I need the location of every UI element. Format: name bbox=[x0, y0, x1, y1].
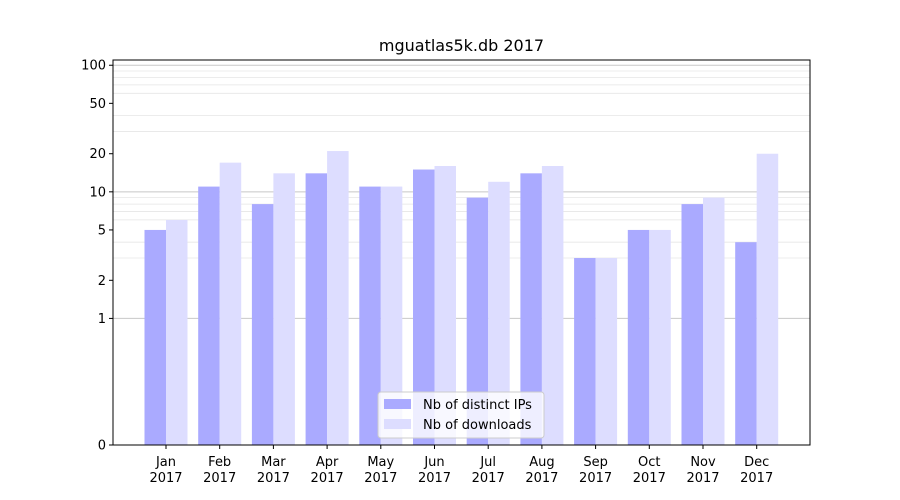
y-tick-label: 50 bbox=[89, 97, 106, 112]
bars bbox=[144, 151, 779, 446]
bar-distinct-ips-apr bbox=[305, 173, 328, 445]
bar-downloads-oct bbox=[649, 229, 671, 445]
y-tick-label: 1 bbox=[98, 312, 106, 327]
legend-box bbox=[377, 391, 545, 439]
x-tick-label: May 2017 bbox=[364, 455, 397, 486]
legend: Nb of distinct IPs Nb of downloads bbox=[377, 391, 545, 439]
bar-distinct-ips-jun bbox=[413, 169, 435, 445]
bar-distinct-ips-dec bbox=[735, 242, 757, 445]
x-tick-label: Sep 2017 bbox=[579, 455, 612, 486]
x-tick-label: Mar 2017 bbox=[257, 455, 290, 486]
bar-distinct-ips-jan bbox=[144, 229, 166, 445]
x-tick-label: Oct 2017 bbox=[633, 455, 666, 486]
chart-title: mguatlas5k.db 2017 bbox=[379, 36, 544, 55]
bar-downloads-jul bbox=[488, 181, 510, 445]
bar-distinct-ips-sep bbox=[574, 258, 596, 445]
x-tick-label: Feb 2017 bbox=[203, 455, 236, 486]
legend-swatch bbox=[384, 399, 411, 409]
bar-downloads-dec bbox=[756, 153, 779, 446]
y-axis: 0 1 2 5 10 20 50 100 bbox=[81, 59, 113, 454]
x-tick-label: Jan 2017 bbox=[149, 455, 182, 486]
y-tick-label: 10 bbox=[89, 185, 106, 200]
y-tick-label: 2 bbox=[98, 274, 106, 289]
bar-downloads-apr bbox=[327, 151, 349, 445]
x-axis: Jan 2017 Feb 2017 Mar 2017 Apr 2017 May 2017 Jun 20… bbox=[149, 445, 773, 486]
bar-downloads-aug bbox=[541, 165, 564, 446]
bar-distinct-ips-aug bbox=[520, 173, 542, 445]
x-tick-label: Nov 2017 bbox=[686, 455, 719, 486]
bar-downloads-jun bbox=[434, 165, 456, 446]
y-tick-label: 20 bbox=[89, 147, 106, 162]
x-tick-label: Apr 2017 bbox=[311, 455, 344, 486]
x-tick-label: Dec 2017 bbox=[740, 455, 773, 486]
bar-distinct-ips-may bbox=[359, 186, 381, 446]
bar-downloads-may bbox=[380, 186, 403, 446]
bar-downloads-jan bbox=[166, 219, 188, 445]
y-tick-label: 100 bbox=[81, 59, 106, 74]
bar-distinct-ips-feb bbox=[198, 186, 220, 446]
bar-distinct-ips-nov bbox=[681, 204, 703, 445]
y-tick-label: 0 bbox=[98, 439, 106, 454]
bar-downloads-nov bbox=[703, 197, 725, 445]
legend-label: Nb of downloads bbox=[423, 418, 532, 433]
x-tick-label: Jul 2017 bbox=[472, 455, 505, 486]
legend-swatch bbox=[384, 419, 411, 429]
y-tick-label: 5 bbox=[98, 223, 106, 238]
bar-downloads-mar bbox=[273, 173, 295, 445]
legend-label: Nb of distinct IPs bbox=[423, 398, 532, 413]
bar-downloads-sep bbox=[595, 258, 618, 445]
bar-distinct-ips-oct bbox=[627, 229, 650, 445]
bar-distinct-ips-jul bbox=[466, 197, 489, 445]
bar-downloads-feb bbox=[219, 162, 242, 445]
bar-distinct-ips-mar bbox=[251, 204, 274, 445]
x-tick-label: Aug 2017 bbox=[525, 455, 558, 486]
x-tick-label: Jun 2017 bbox=[418, 455, 451, 486]
plot-frame bbox=[112, 59, 811, 446]
